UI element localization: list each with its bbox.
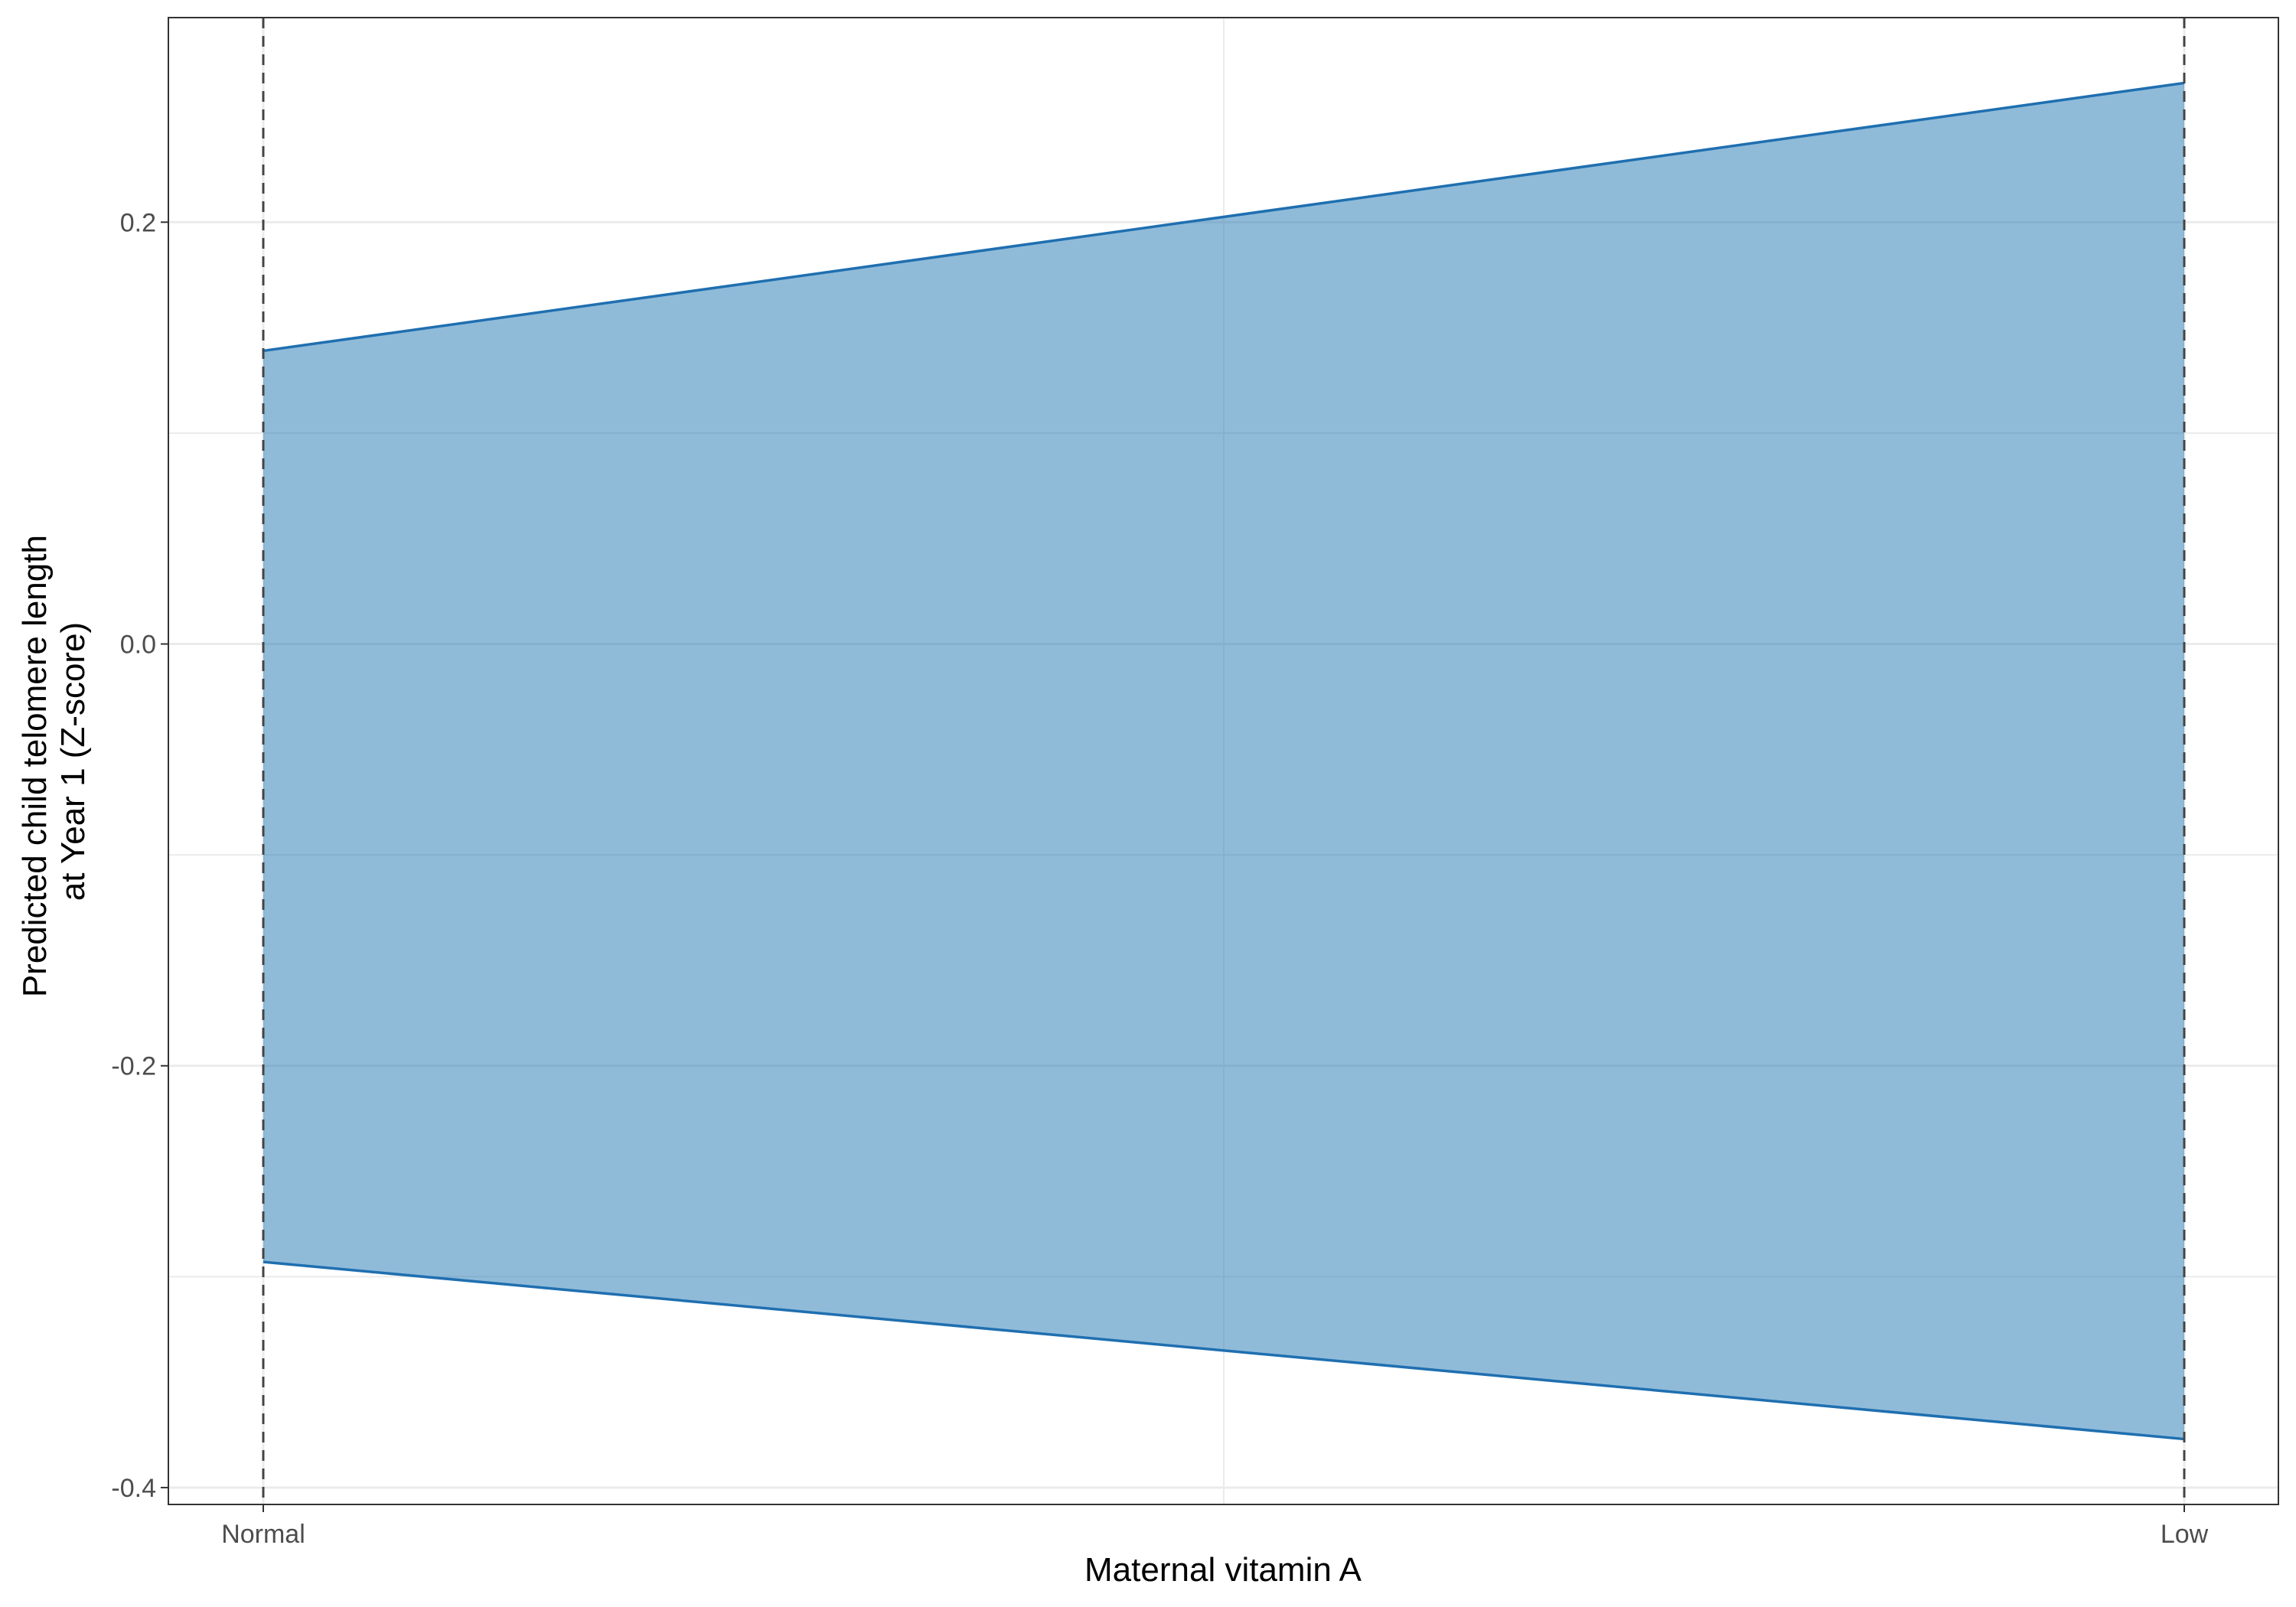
ribbon-layer [263, 81, 2185, 1441]
y-axis: 0.2 0.0 -0.2 -0.4 [111, 208, 168, 1503]
x-tick-label-normal: Normal [221, 1520, 305, 1549]
x-axis-title: Maternal vitamin A [1084, 1551, 1362, 1589]
y-axis-title: Predicted child telomere length at Year … [16, 526, 92, 997]
upper-bound-line [263, 81, 2185, 353]
y-tick-label: 0.2 [120, 208, 156, 237]
panel-border [168, 17, 2279, 1505]
y-axis-title-line-1: Predicted child telomere length [16, 535, 54, 997]
y-tick-label: 0.0 [120, 631, 156, 660]
reference-lines [262, 18, 2186, 1504]
confidence-ribbon [263, 83, 2184, 1439]
y-tick-label: -0.2 [111, 1052, 156, 1081]
x-axis: Normal Low [221, 1504, 2209, 1549]
x-tick-label-low: Low [2161, 1520, 2209, 1549]
y-tick-label: -0.4 [111, 1474, 156, 1503]
y-axis-title-line-2: at Year 1 (Z-score) [54, 622, 92, 901]
lower-bound-line [263, 1260, 2185, 1441]
